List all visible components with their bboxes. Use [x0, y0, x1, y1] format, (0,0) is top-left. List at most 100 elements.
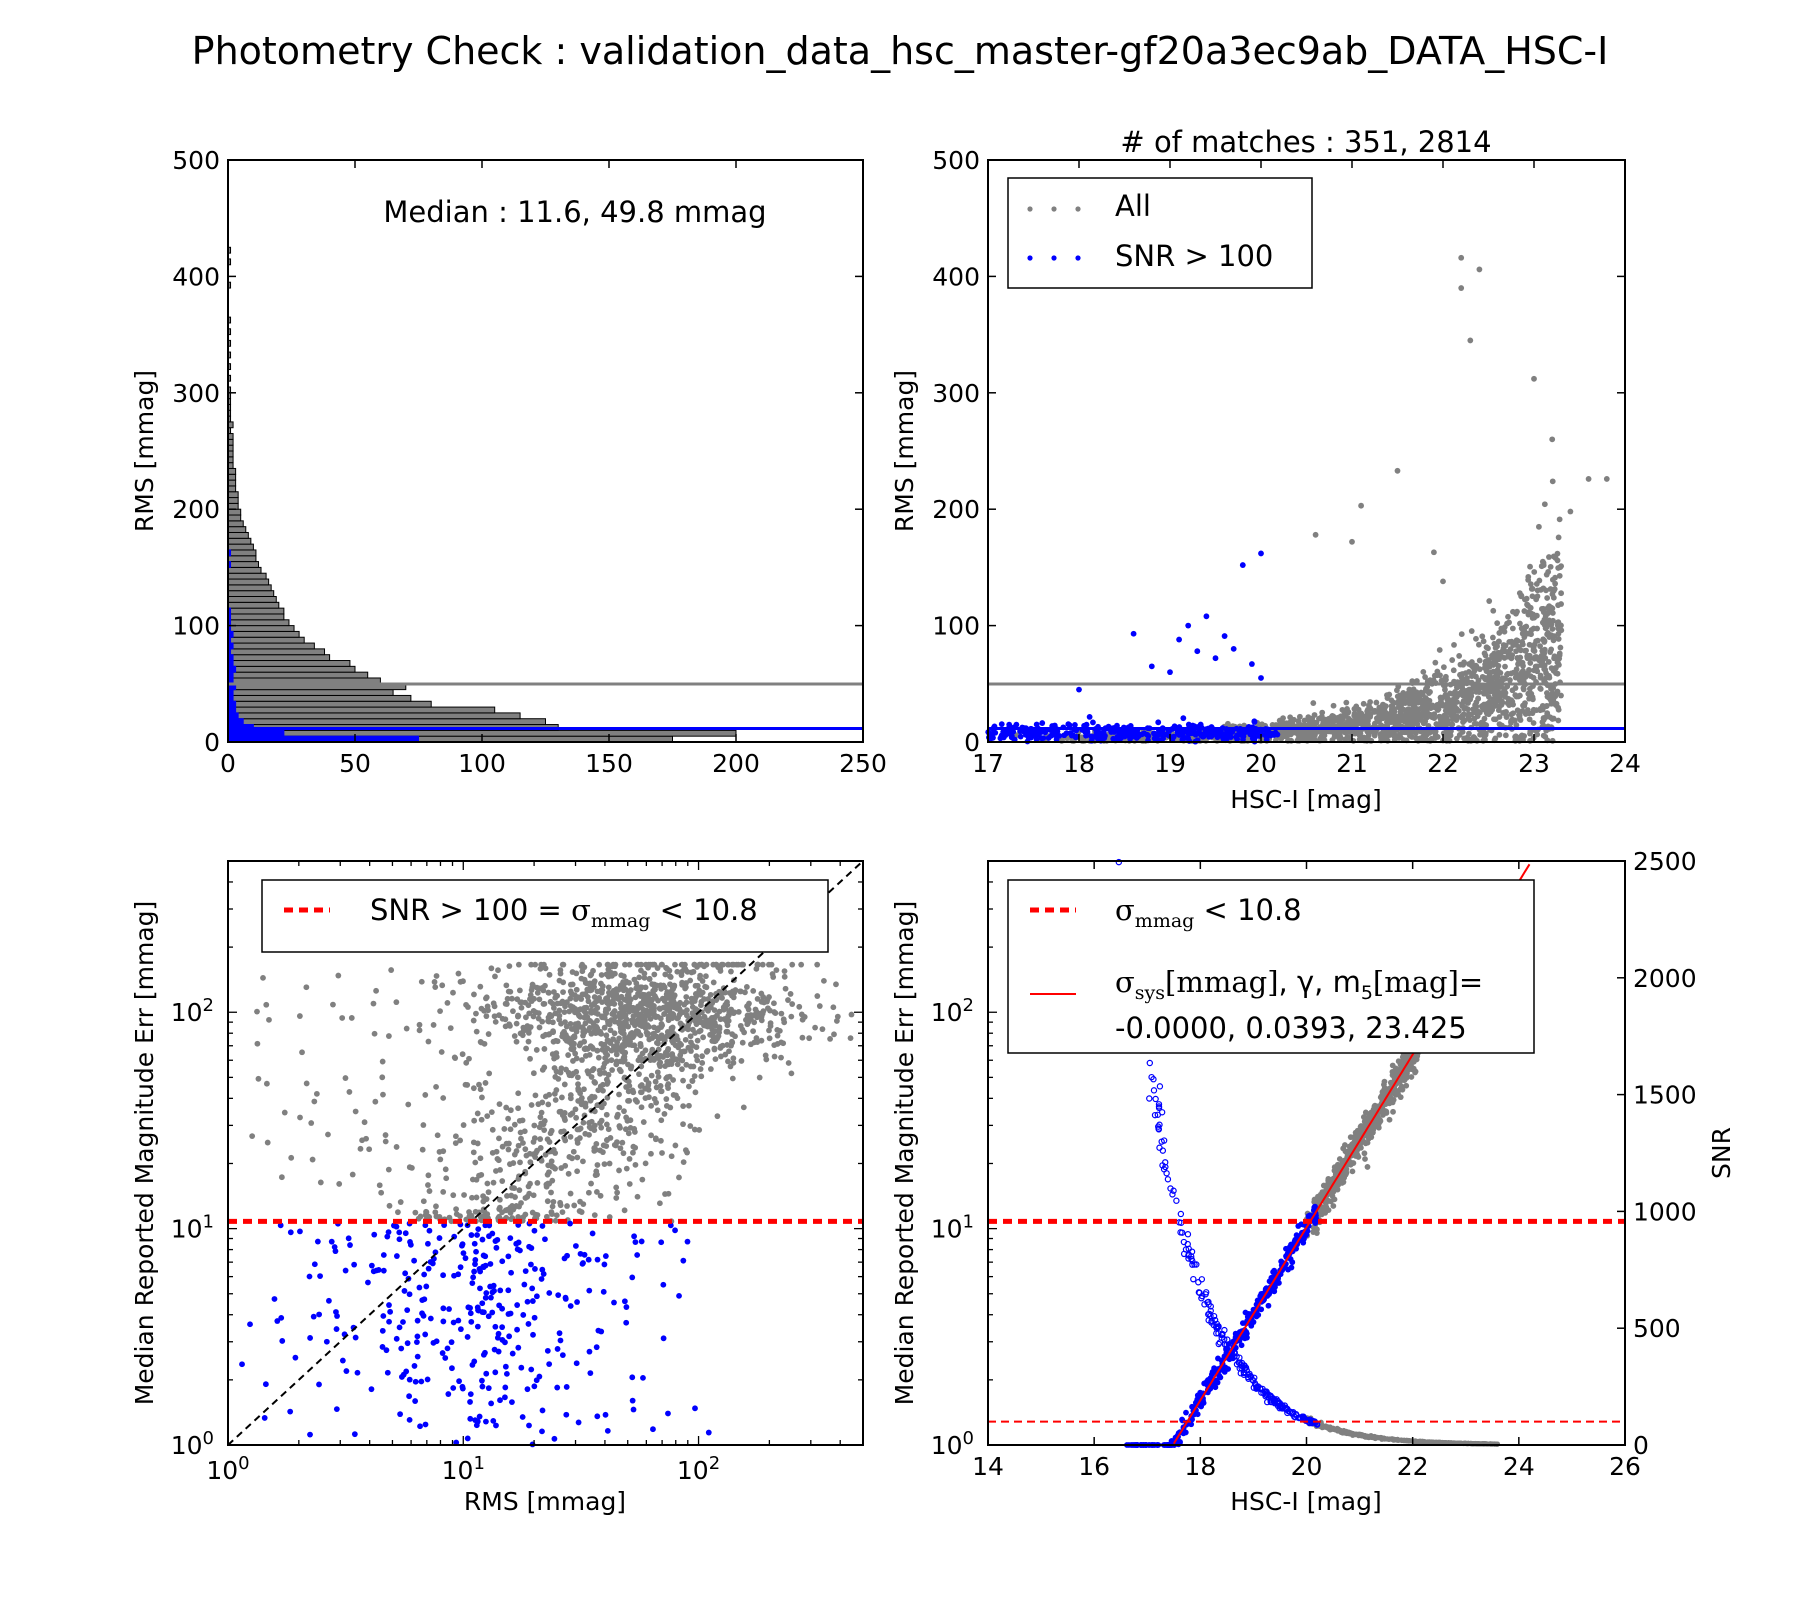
- point-bright: [457, 1326, 464, 1333]
- point-all: [567, 1190, 574, 1197]
- point-all: [677, 1056, 684, 1063]
- point-all: [533, 1047, 540, 1053]
- point-all: [1431, 549, 1437, 556]
- point-bright: [676, 1292, 682, 1299]
- point-bright: [1040, 735, 1047, 741]
- point-all: [550, 1005, 557, 1011]
- point-all: [466, 1209, 472, 1215]
- point-all: [1506, 619, 1512, 626]
- point-all: [1442, 673, 1449, 680]
- point-bright: [1061, 732, 1068, 739]
- point-all: [569, 1034, 576, 1041]
- point-all: [1454, 699, 1460, 705]
- point-all: [567, 981, 574, 988]
- point-bright: [489, 1309, 496, 1316]
- point-all: [645, 1023, 652, 1030]
- point-all: [509, 1184, 515, 1191]
- point-all: [1513, 693, 1520, 700]
- point-all: [658, 985, 665, 992]
- point-all: [1554, 688, 1561, 695]
- point-bright: [495, 1330, 502, 1337]
- point-all: [1439, 718, 1446, 725]
- point-bright: [492, 1323, 499, 1330]
- point-bright: [1025, 734, 1032, 741]
- point-all: [433, 973, 440, 979]
- point-all: [651, 981, 658, 988]
- point-all: [539, 1099, 546, 1106]
- point-all: [594, 1162, 601, 1168]
- point-all: [604, 1081, 610, 1087]
- point-bright: [502, 1363, 509, 1370]
- point-all: [440, 1095, 447, 1101]
- point-all: [798, 961, 805, 968]
- point-all: [640, 1119, 647, 1125]
- point-bright: [393, 1253, 400, 1259]
- point-all: [1524, 601, 1530, 608]
- point-all: [1549, 626, 1556, 632]
- point-all: [576, 1042, 583, 1049]
- panel-err-snr-vs-mag: 14 16 18 20 22 24 2610010110205001000150020002…: [890, 847, 1736, 1516]
- point-all: [738, 1058, 745, 1064]
- point-bright: [600, 1288, 607, 1295]
- point-all: [541, 1046, 548, 1052]
- point-all: [690, 1063, 697, 1070]
- point-all: [531, 1122, 538, 1129]
- point-all: [701, 963, 707, 970]
- point-all: [443, 1175, 450, 1182]
- point-all: [474, 1140, 481, 1147]
- point-bright: [509, 1350, 516, 1357]
- x-tick-label: 200: [712, 749, 760, 778]
- point-all: [568, 1026, 575, 1032]
- point-bright: [602, 1253, 609, 1259]
- point-all: [674, 1095, 681, 1102]
- point-bright: [398, 1345, 405, 1352]
- point-bright: [650, 1426, 656, 1433]
- point-all: [567, 1133, 574, 1140]
- point-all: [743, 1016, 750, 1023]
- point-all: [616, 1018, 623, 1025]
- point-all: [520, 1024, 527, 1031]
- point-all: [530, 1070, 537, 1077]
- point-all: [586, 1051, 593, 1058]
- point-bright: [418, 1378, 425, 1385]
- point-all: [436, 1148, 443, 1155]
- point-bright: [473, 1248, 479, 1255]
- point-all: [490, 1179, 497, 1186]
- point-all: [433, 1083, 439, 1090]
- point-all: [1485, 657, 1492, 663]
- point-all: [1466, 687, 1473, 694]
- point-all: [523, 1152, 530, 1159]
- point-bright: [594, 1413, 601, 1420]
- point-all: [511, 1151, 518, 1158]
- point-all: [605, 984, 612, 991]
- point-all: [558, 1065, 565, 1072]
- point-all: [697, 972, 704, 979]
- point-bright: [384, 1369, 391, 1376]
- point-all: [1397, 714, 1403, 721]
- point-all: [1550, 715, 1557, 722]
- point-all: [491, 1003, 498, 1010]
- point-all: [1538, 606, 1545, 612]
- point-all: [1349, 730, 1356, 737]
- point-all: [534, 989, 541, 996]
- point-bright: [380, 1267, 387, 1274]
- point-all: [1549, 436, 1556, 443]
- point-all: [670, 998, 677, 1005]
- point-all: [606, 1160, 613, 1167]
- x-tick-label: 18: [1063, 749, 1095, 778]
- point-all: [412, 1209, 419, 1216]
- point-all: [397, 1199, 404, 1205]
- point-all: [1532, 663, 1539, 670]
- point-bright: [354, 1369, 361, 1376]
- point-all: [1549, 478, 1556, 485]
- point-bright: [455, 1271, 462, 1278]
- histogram-bar-all: [227, 520, 244, 528]
- point-all: [1523, 595, 1530, 602]
- point-all: [680, 1121, 686, 1128]
- point-all: [771, 1000, 777, 1007]
- point-all: [663, 1096, 670, 1102]
- point-all: [626, 979, 632, 986]
- point-all: [1552, 574, 1558, 581]
- point-all: [1349, 538, 1355, 545]
